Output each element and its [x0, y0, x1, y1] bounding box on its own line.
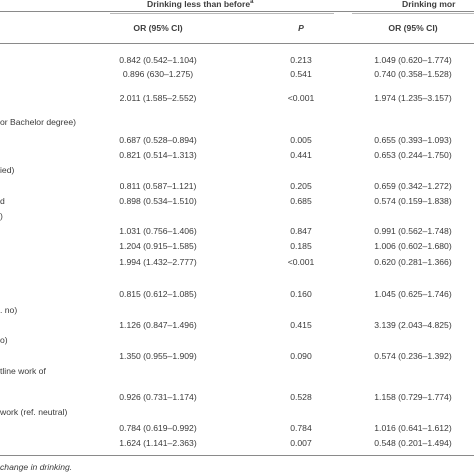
table-row-12-or1: 1.994 (1.432–2.777) [119, 257, 197, 267]
table-row-21-or1: 0.784 (0.619–0.992) [119, 423, 197, 433]
group-underline-more [352, 13, 474, 14]
header-bottom-rule [0, 43, 474, 44]
table-row-17-or2: 0.574 (0.236–1.392) [374, 351, 452, 361]
table-row-22-p: 0.007 [290, 438, 312, 448]
table-row-8-or2: 0.574 (0.159–1.838) [374, 196, 452, 206]
table-row-0-or2: 1.049 (0.620–1.774) [374, 55, 452, 65]
table-row-2-or1: 2.011 (1.585–2.552) [119, 93, 197, 103]
table-row-1-or1: 0.896 (630–1.275) [122, 69, 194, 79]
footnote: change in drinking. [0, 462, 73, 472]
table-row-11-or2: 1.006 (0.602–1.680) [374, 241, 452, 251]
table-row-5-or1: 0.821 (0.514–1.313) [119, 150, 197, 160]
table-row-11-or1: 1.204 (0.915–1.585) [119, 241, 197, 251]
table-row-0-p: 0.213 [290, 55, 312, 65]
table-row-7-or2: 0.659 (0.342–1.272) [374, 181, 452, 191]
table-row-5-p: 0.441 [290, 150, 312, 160]
table-row-14-label: . no) [0, 305, 18, 315]
table-row-16-label: o) [0, 335, 8, 345]
table-row-10-or1: 1.031 (0.756–1.406) [119, 226, 197, 236]
table-row-2-or2: 1.974 (1.235–3.157) [374, 93, 452, 103]
table-row-6-label: ied) [0, 165, 15, 175]
table-row-13-or2: 1.045 (0.625–1.746) [374, 289, 452, 299]
table-row-21-p: 0.784 [290, 423, 312, 433]
group-header-less: Drinking less than beforea [147, 0, 254, 9]
table-row-10-p: 0.847 [290, 226, 312, 236]
table-row-17-p: 0.090 [290, 351, 312, 361]
table-row-17-or1: 1.350 (0.955–1.909) [119, 351, 197, 361]
table-row-15-p: 0.415 [290, 320, 312, 330]
table-row-19-or2: 1.158 (0.729–1.774) [374, 392, 452, 402]
table-row-12-p: <0.001 [287, 257, 315, 267]
table-row-4-p: 0.005 [290, 135, 312, 145]
group-header-more: Drinking mor [402, 0, 456, 9]
table-row-13-or1: 0.815 (0.612–1.085) [119, 289, 197, 299]
table-row-7-or1: 0.811 (0.587–1.121) [119, 181, 197, 191]
table-row-8-p: 0.685 [290, 196, 312, 206]
table-row-21-or2: 1.016 (0.641–1.612) [374, 423, 452, 433]
table-row-18-label: tline work of [0, 366, 46, 376]
table-row-0-or1: 0.842 (0.542–1.104) [119, 55, 197, 65]
table-row-15-or1: 1.126 (0.847–1.496) [119, 320, 197, 330]
table-row-10-or2: 0.991 (0.562–1.748) [374, 226, 452, 236]
table-row-20-label: work (ref. neutral) [0, 407, 68, 417]
table-row-19-p: 0.528 [290, 392, 312, 402]
table-row-8-or1: 0.898 (0.534–1.510) [119, 196, 197, 206]
table-row-12-or2: 0.620 (0.281–1.366) [374, 257, 452, 267]
table-row-9-label: ) [0, 211, 3, 221]
subheader-or-less: OR (95% CI) [133, 23, 183, 33]
table-bottom-rule [0, 455, 474, 456]
header-top-rule [0, 11, 474, 12]
subheader-p: P [298, 23, 304, 33]
table-row-22-or2: 0.548 (0.201–1.494) [374, 438, 452, 448]
subheader-or-more: OR (95% CI) [388, 23, 438, 33]
table-row-15-or2: 3.139 (2.043–4.825) [374, 320, 452, 330]
group-underline-less [110, 13, 334, 14]
table-row-11-p: 0.185 [290, 241, 312, 251]
table-row-1-or2: 0.740 (0.358–1.528) [374, 69, 452, 79]
table-row-5-or2: 0.653 (0.244–1.750) [374, 150, 452, 160]
table-row-7-p: 0.205 [290, 181, 312, 191]
table-row-3-label: or Bachelor degree) [0, 117, 76, 127]
table-row-1-p: 0.541 [290, 69, 312, 79]
table-row-4-or2: 0.655 (0.393–1.093) [374, 135, 452, 145]
table-row-2-p: <0.001 [287, 93, 315, 103]
table-row-4-or1: 0.687 (0.528–0.894) [119, 135, 197, 145]
table-row-8-label: d [0, 196, 5, 206]
table-row-19-or1: 0.926 (0.731–1.174) [119, 392, 197, 402]
table-row-22-or1: 1.624 (1.141–2.363) [119, 438, 197, 448]
table-row-13-p: 0.160 [290, 289, 312, 299]
